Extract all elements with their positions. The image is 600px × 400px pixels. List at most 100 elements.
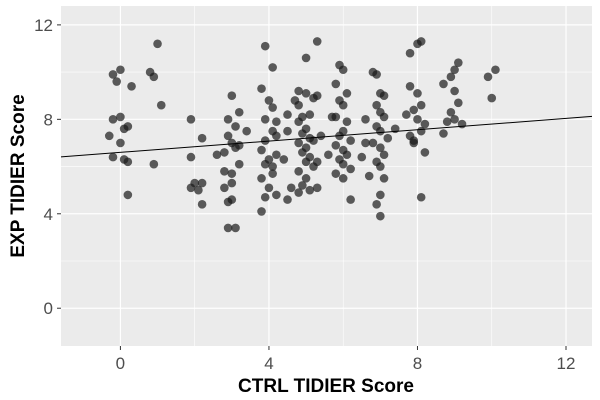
data-point	[379, 150, 389, 160]
data-point	[268, 103, 277, 112]
data-point	[234, 159, 244, 169]
data-point	[104, 131, 114, 141]
major-gridlines	[61, 6, 592, 346]
data-point	[416, 126, 426, 136]
data-point	[220, 183, 229, 193]
data-point	[450, 115, 459, 124]
data-point	[272, 131, 281, 141]
data-point	[491, 65, 500, 75]
data-point	[312, 91, 322, 101]
data-point	[194, 185, 203, 195]
x-tick-label: 0	[116, 354, 125, 373]
data-point	[153, 39, 162, 49]
data-point	[186, 152, 196, 162]
data-point	[264, 183, 274, 193]
data-point	[342, 117, 352, 126]
data-point	[108, 70, 118, 79]
data-point	[223, 115, 233, 124]
data-point	[416, 100, 426, 110]
data-point	[283, 195, 292, 204]
plot-panel	[61, 6, 592, 346]
data-point	[361, 115, 370, 124]
data-point	[279, 155, 289, 164]
data-point	[268, 169, 277, 178]
x-axis-title: CTRL TIDIER Score	[238, 376, 414, 397]
data-point	[376, 126, 385, 136]
data-point	[260, 41, 270, 51]
data-point	[197, 200, 207, 209]
data-point	[454, 98, 463, 108]
data-point	[446, 72, 456, 82]
data-point	[257, 174, 266, 183]
data-point	[439, 129, 448, 138]
data-point	[376, 211, 385, 221]
data-point	[301, 174, 311, 183]
data-point	[227, 169, 237, 178]
data-point	[116, 112, 125, 122]
x-tick-label: 8	[413, 354, 422, 373]
data-point	[112, 77, 121, 86]
data-point	[324, 150, 333, 160]
data-point	[156, 100, 166, 110]
data-point	[331, 79, 341, 89]
data-point	[454, 58, 463, 67]
data-point	[338, 159, 348, 169]
data-point	[409, 136, 419, 145]
data-point	[446, 107, 456, 117]
data-point	[342, 150, 352, 160]
data-point	[346, 136, 355, 145]
data-point	[298, 129, 307, 138]
data-point	[257, 84, 266, 93]
data-point	[312, 37, 322, 46]
data-point	[298, 148, 307, 157]
data-point	[372, 200, 381, 209]
data-point	[379, 91, 389, 101]
data-point	[242, 126, 251, 136]
data-point	[376, 143, 385, 152]
data-point	[227, 178, 237, 188]
data-point	[301, 53, 311, 63]
data-point	[108, 152, 118, 162]
data-point	[483, 72, 493, 82]
y-tick-label: 12	[34, 16, 53, 35]
data-point	[301, 89, 311, 98]
data-point	[376, 162, 385, 171]
data-point	[450, 65, 459, 75]
data-point	[405, 81, 415, 91]
data-point	[123, 190, 133, 200]
data-point	[294, 166, 303, 176]
data-point	[442, 117, 452, 126]
data-point	[338, 174, 348, 183]
data-point	[272, 150, 281, 160]
data-point	[212, 150, 222, 160]
data-point	[272, 117, 281, 126]
data-point	[283, 126, 292, 136]
data-point	[260, 136, 270, 145]
y-tick-label: 8	[44, 110, 53, 129]
data-point	[223, 223, 233, 233]
data-point	[361, 138, 370, 148]
data-point	[312, 183, 322, 193]
data-point	[457, 119, 467, 129]
data-point	[338, 100, 348, 110]
data-point	[231, 122, 240, 131]
data-point	[312, 157, 322, 167]
data-point	[268, 162, 277, 171]
data-point	[298, 181, 307, 190]
data-point	[342, 89, 352, 98]
data-point	[260, 115, 270, 124]
data-point	[383, 133, 393, 143]
data-point	[220, 166, 229, 176]
data-point	[305, 110, 315, 119]
data-point	[231, 223, 240, 233]
data-point	[260, 159, 270, 169]
y-axis-title: EXP TIDIER Score	[8, 94, 29, 257]
data-point	[439, 79, 448, 89]
data-point	[416, 192, 426, 202]
data-point	[220, 148, 229, 157]
data-point	[372, 70, 381, 79]
data-point	[316, 131, 326, 141]
trend-line	[60, 115, 593, 158]
data-point	[368, 138, 378, 148]
